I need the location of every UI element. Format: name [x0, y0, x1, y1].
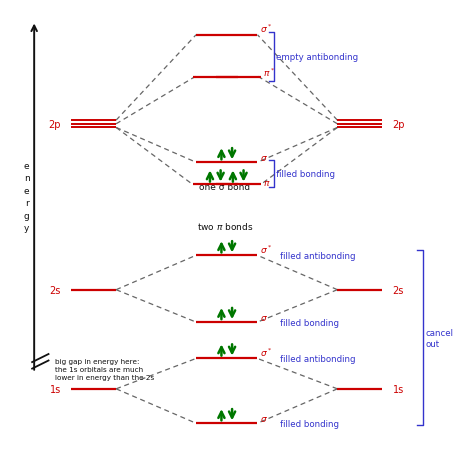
- Text: 2p: 2p: [392, 119, 405, 129]
- Text: $\sigma$: $\sigma$: [260, 414, 267, 423]
- Text: $\sigma^*$: $\sigma^*$: [260, 243, 272, 256]
- Text: e
n
e
r
g
y: e n e r g y: [24, 162, 30, 233]
- Text: two $\pi$ bonds: two $\pi$ bonds: [197, 220, 253, 231]
- Text: 2s: 2s: [49, 285, 61, 295]
- Text: $\sigma^*$: $\sigma^*$: [260, 23, 272, 35]
- Text: empty antibonding: empty antibonding: [276, 52, 358, 62]
- Text: $\sigma$: $\sigma$: [260, 154, 267, 163]
- Text: filled antibonding: filled antibonding: [280, 354, 356, 363]
- Text: 2p: 2p: [48, 119, 61, 129]
- Text: 2s: 2s: [392, 285, 404, 295]
- Text: big gap in energy here:
the 1s orbitals are much
lower in energy than the 2s: big gap in energy here: the 1s orbitals …: [55, 358, 154, 380]
- Text: 1s: 1s: [392, 384, 404, 394]
- Text: one σ bond: one σ bond: [199, 182, 250, 191]
- Text: filled bonding: filled bonding: [280, 419, 339, 428]
- Text: filled antibonding: filled antibonding: [280, 251, 356, 260]
- Text: $\pi$: $\pi$: [263, 179, 271, 188]
- Text: $\sigma$: $\sigma$: [260, 313, 267, 322]
- Text: 1s: 1s: [50, 384, 61, 394]
- Text: $\sigma^*$: $\sigma^*$: [260, 346, 272, 358]
- Text: $\pi^*$: $\pi^*$: [263, 67, 275, 79]
- Text: cancel
out: cancel out: [426, 328, 454, 348]
- Text: filled bonding: filled bonding: [280, 318, 339, 327]
- Text: filled bonding: filled bonding: [276, 169, 335, 179]
